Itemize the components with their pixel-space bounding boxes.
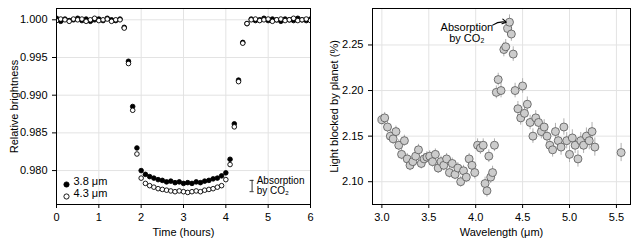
svg-text:2.25: 2.25 <box>342 38 363 50</box>
svg-text:5: 5 <box>265 211 271 223</box>
svg-text:2.15: 2.15 <box>342 130 363 142</box>
svg-text:Absorptionby CO₂: Absorptionby CO₂ <box>441 21 494 44</box>
svg-text:4.3 μm: 4.3 μm <box>74 187 108 199</box>
svg-text:Light blocked by planet (%): Light blocked by planet (%) <box>328 40 340 173</box>
svg-text:2.10: 2.10 <box>342 175 363 187</box>
svg-text:3: 3 <box>180 211 186 223</box>
svg-text:Wavelength (μm): Wavelength (μm) <box>460 226 544 238</box>
svg-text:Time (hours): Time (hours) <box>153 226 215 238</box>
svg-text:4.0: 4.0 <box>468 211 483 223</box>
svg-text:2.20: 2.20 <box>342 84 363 96</box>
svg-text:0.995: 0.995 <box>20 51 48 63</box>
svg-text:6: 6 <box>307 211 313 223</box>
svg-text:0.990: 0.990 <box>20 89 48 101</box>
svg-text:3.8 μm: 3.8 μm <box>74 175 108 187</box>
svg-text:1: 1 <box>96 211 102 223</box>
svg-text:Relative brightness: Relative brightness <box>8 59 20 153</box>
svg-text:0.980: 0.980 <box>20 164 48 176</box>
svg-text:0.985: 0.985 <box>20 126 48 138</box>
svg-text:Absorptionby CO₂: Absorptionby CO₂ <box>257 175 305 196</box>
svg-text:4.5: 4.5 <box>515 211 530 223</box>
svg-text:4: 4 <box>223 211 229 223</box>
svg-text:1.000: 1.000 <box>20 13 48 25</box>
svg-text:2: 2 <box>138 211 144 223</box>
svg-text:3.5: 3.5 <box>421 211 436 223</box>
svg-text:3.0: 3.0 <box>374 211 389 223</box>
svg-text:0: 0 <box>53 211 59 223</box>
svg-text:5.5: 5.5 <box>609 211 624 223</box>
svg-text:5.0: 5.0 <box>562 211 577 223</box>
